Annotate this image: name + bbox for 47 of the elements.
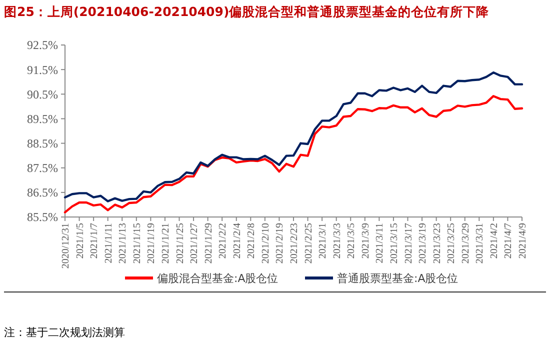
x-tick-label: 2021/1/5 — [74, 223, 86, 259]
x-tick-label: 2021/2/2 — [218, 223, 229, 259]
x-tick-label: 2021/1/7 — [89, 223, 100, 259]
text: 注：基于二次规划法测算 — [4, 326, 125, 339]
y-tick-label: 87.5% — [27, 161, 58, 176]
x-tick-label: 2021/1/21 — [160, 223, 172, 264]
legend-label: 普通股票型基金:A股仓位 — [337, 272, 458, 285]
x-tick-label: 2021/3/1 — [318, 223, 329, 259]
x-tick-label: 2021/3/3 — [332, 223, 343, 259]
x-tick-label: 2021/3/25 — [446, 223, 458, 264]
x-tick-label: 2021/3/31 — [474, 223, 486, 264]
line-series — [64, 71, 524, 202]
x-tick-label: 2021/4/7 — [503, 223, 514, 259]
x-tick-label: 2021/3/23 — [432, 223, 443, 264]
legend-label: 偏股混合型基金:A股仓位 — [157, 272, 278, 285]
x-tick-label: 2021/3/15 — [388, 223, 400, 264]
x-tick-label: 2021/4/2 — [488, 223, 500, 259]
x-tick-label: 2021/2/8 — [246, 223, 258, 259]
x-tick-label: 2021/3/29 — [460, 223, 472, 264]
x-tick-label: 2021/3/17 — [403, 223, 414, 264]
x-tick-label: 2021/1/11 — [103, 223, 114, 264]
y-tick-label: 86.5% — [27, 186, 58, 200]
x-tick-label: 2021/2/4 — [232, 223, 243, 259]
x-tick-label: 2021/4/9 — [518, 223, 528, 259]
x-tick-label: 2021/1/29 — [203, 223, 214, 264]
y-tick-label: 85.5% — [27, 210, 58, 224]
y-tick-label: 91.5% — [27, 62, 58, 77]
y-tick-label: 89.5% — [27, 112, 58, 126]
x-tick-label: 2021/2/25 — [303, 223, 314, 264]
x-tick-label: 2021/2/10 — [260, 223, 272, 264]
y-tick-label: 92.5% — [27, 38, 58, 52]
x-tick-label: 2021/3/9 — [360, 223, 372, 259]
x-tick-label: 2021/2/19 — [274, 223, 286, 264]
x-tick-label: 2021/3/19 — [418, 223, 429, 264]
x-tick-label: 2021/1/13 — [118, 223, 129, 264]
x-tick-label: 2021/1/25 — [174, 223, 186, 264]
y-tick-label: 88.5% — [27, 136, 58, 150]
line-series — [64, 95, 524, 214]
y-tick-label: 90.5% — [27, 87, 58, 102]
x-tick-label: 2021/3/11 — [374, 223, 386, 264]
x-tick-label: 2021/1/27 — [189, 223, 200, 264]
x-tick-label: 2021/1/19 — [146, 223, 158, 264]
x-tick-label: 2021/2/23 — [289, 223, 300, 264]
chart-title: 图25：上周(20210406-20210409)偏股混合型和普通股票型基金的仓位有所下降 — [4, 4, 490, 19]
x-tick-label: 2021/1/15 — [132, 223, 143, 264]
x-tick-label: 2021/3/5 — [346, 223, 358, 259]
x-tick-label: 2020/12/31 — [60, 223, 72, 269]
